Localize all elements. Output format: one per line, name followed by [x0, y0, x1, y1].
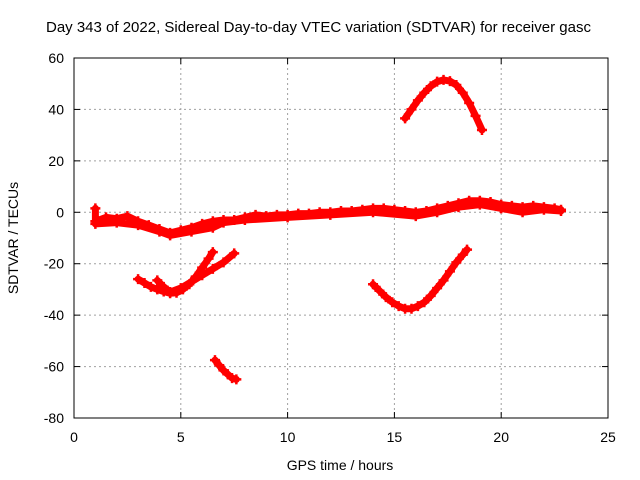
data-point: [406, 104, 417, 115]
data-point: [393, 301, 404, 312]
data-point: [207, 263, 218, 274]
data-point: [186, 276, 197, 287]
data-point: [214, 360, 225, 371]
y-tick-label: -20: [44, 256, 64, 272]
data-point: [139, 278, 150, 288]
data-point: [412, 301, 423, 312]
y-tick-label: -80: [44, 410, 64, 426]
data-point: [152, 275, 163, 286]
data-point: [406, 303, 417, 314]
data-point: [325, 209, 336, 220]
data-point: [438, 275, 449, 286]
data-point: [374, 285, 385, 296]
data-point: [476, 125, 487, 135]
y-tick-label: 40: [48, 101, 64, 117]
data-point: [203, 253, 214, 264]
data-point: [197, 270, 208, 281]
y-tick-label: -60: [44, 359, 64, 375]
data-point: [282, 212, 293, 223]
data-point: [470, 110, 481, 121]
data-point: [425, 290, 436, 301]
series-line-arc-mid-dip: [369, 246, 471, 313]
series-line-arc-high: [401, 76, 486, 134]
data-point: [419, 87, 430, 98]
data-point: [90, 203, 101, 214]
x-tick-label: 25: [600, 429, 616, 445]
data-point: [444, 266, 455, 277]
data-point: [368, 279, 379, 290]
data-point: [186, 226, 197, 237]
data-point: [175, 283, 186, 294]
y-tick-label: -40: [44, 307, 64, 323]
data-point: [368, 207, 379, 218]
data-point: [400, 113, 411, 124]
data-point: [444, 76, 455, 87]
y-tick-label: 0: [56, 204, 64, 220]
x-tick-label: 15: [387, 429, 403, 445]
data-point: [412, 95, 423, 106]
data-point: [207, 222, 218, 233]
data-point: [432, 283, 443, 294]
data-point: [154, 226, 165, 237]
data-point: [517, 207, 528, 218]
data-point: [410, 211, 421, 222]
data-point: [451, 257, 462, 268]
data-point: [380, 292, 391, 303]
data-point: [538, 204, 549, 215]
data-point: [387, 297, 398, 308]
data-point: [133, 220, 144, 231]
data-point: [165, 230, 176, 241]
data-point: [207, 247, 218, 258]
data-point: [457, 87, 468, 98]
data-point: [111, 217, 122, 228]
x-tick-label: 5: [177, 429, 185, 445]
data-point: [457, 249, 468, 260]
grid: [74, 58, 608, 418]
x-tick-label: 10: [280, 429, 296, 445]
data-point: [209, 355, 220, 366]
y-tick-label: 60: [48, 50, 64, 66]
data-point: [462, 244, 473, 255]
data-point: [556, 206, 567, 216]
data-point: [152, 284, 163, 295]
data-point: [231, 374, 242, 385]
data-point: [474, 199, 485, 210]
data-point: [451, 80, 462, 90]
y-tick-label: 20: [48, 153, 64, 169]
x-tick-label: 20: [493, 429, 509, 445]
chart-title: Day 343 of 2022, Sidereal Day-to-day VTE…: [46, 19, 591, 36]
data-point: [438, 74, 449, 85]
data-point: [145, 281, 156, 292]
data-point: [453, 202, 464, 213]
x-axis-label: GPS time / hours: [287, 457, 394, 473]
data-point: [419, 297, 430, 308]
y-axis-label: SDTVAR / TECUs: [5, 182, 21, 294]
series-group: [90, 74, 567, 385]
data-point: [218, 217, 229, 228]
data-point: [229, 248, 240, 259]
data-point: [432, 207, 443, 218]
data-point: [122, 211, 133, 222]
data-point: [158, 281, 169, 292]
data-point: [496, 203, 507, 214]
data-point: [464, 98, 475, 108]
data-point: [133, 274, 144, 285]
data-point: [239, 215, 250, 225]
data-point: [218, 257, 229, 268]
data-point: [432, 76, 443, 87]
data-point: [425, 81, 436, 92]
data-point: [165, 287, 176, 297]
data-point: [90, 218, 101, 229]
plot-frame: [73, 57, 609, 419]
x-tick-label: 0: [70, 429, 78, 445]
